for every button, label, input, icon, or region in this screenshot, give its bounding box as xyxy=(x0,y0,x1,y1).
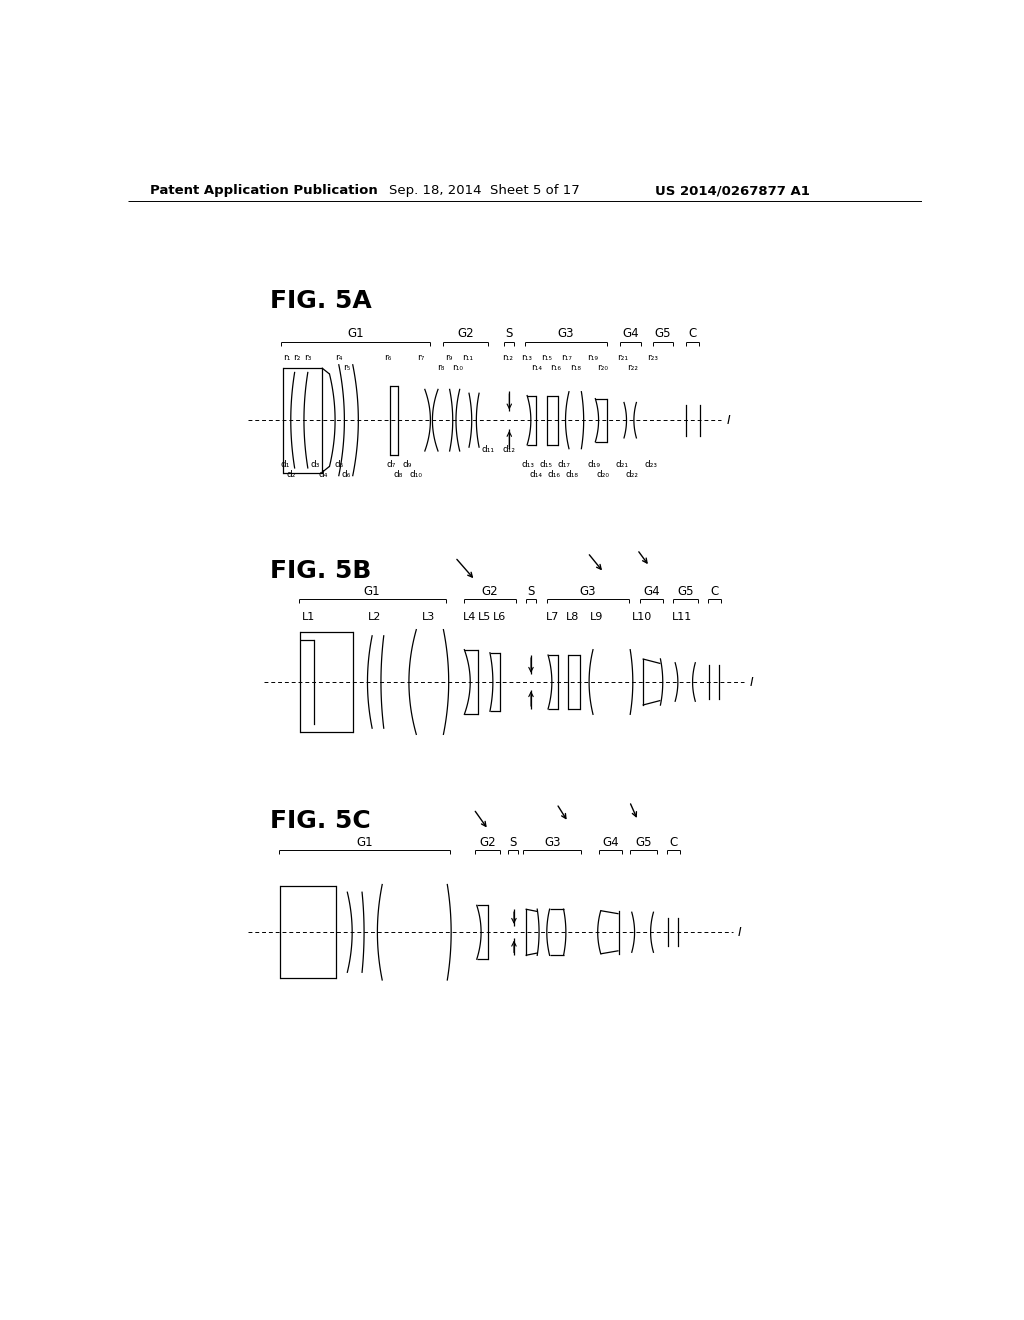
Text: L9: L9 xyxy=(590,612,603,622)
Text: r₄: r₄ xyxy=(335,354,342,362)
Text: L5: L5 xyxy=(478,612,492,622)
Text: d₁₃: d₁₃ xyxy=(521,461,535,470)
Text: US 2014/0267877 A1: US 2014/0267877 A1 xyxy=(655,185,810,197)
Text: G4: G4 xyxy=(623,327,639,341)
Text: G1: G1 xyxy=(356,836,373,849)
Text: G5: G5 xyxy=(654,327,671,341)
Text: L2: L2 xyxy=(368,612,381,622)
Text: G5: G5 xyxy=(635,836,651,849)
Text: d₂₂: d₂₂ xyxy=(626,470,638,479)
Text: S: S xyxy=(509,836,516,849)
Text: d₂: d₂ xyxy=(286,470,296,479)
Text: L1: L1 xyxy=(302,612,315,622)
Text: Sep. 18, 2014  Sheet 5 of 17: Sep. 18, 2014 Sheet 5 of 17 xyxy=(389,185,580,197)
Text: d₁: d₁ xyxy=(281,461,290,470)
Text: G1: G1 xyxy=(364,585,381,598)
Text: r₁: r₁ xyxy=(284,354,291,362)
Text: G4: G4 xyxy=(643,585,659,598)
Text: FIG. 5B: FIG. 5B xyxy=(270,560,372,583)
Text: r₁₆: r₁₆ xyxy=(550,363,561,371)
Text: r₇: r₇ xyxy=(417,354,425,362)
Text: r₆: r₆ xyxy=(384,354,391,362)
Text: r₂₂: r₂₂ xyxy=(627,363,638,371)
Text: L10: L10 xyxy=(632,612,652,622)
Text: G2: G2 xyxy=(479,836,496,849)
Text: r₂₁: r₂₁ xyxy=(616,354,628,362)
Text: d₄: d₄ xyxy=(318,470,328,479)
Text: L7: L7 xyxy=(546,612,559,622)
Text: d₈: d₈ xyxy=(394,470,403,479)
Text: d₂₁: d₂₁ xyxy=(616,461,629,470)
Text: r₂: r₂ xyxy=(293,354,301,362)
Text: d₂₀: d₂₀ xyxy=(597,470,609,479)
Text: G2: G2 xyxy=(481,585,499,598)
Text: r₃: r₃ xyxy=(304,354,311,362)
Text: r₁₅: r₁₅ xyxy=(541,354,552,362)
Text: r₁₉: r₁₉ xyxy=(588,354,598,362)
Text: C: C xyxy=(669,836,677,849)
Text: L6: L6 xyxy=(494,612,507,622)
Text: G4: G4 xyxy=(602,836,618,849)
Text: FIG. 5A: FIG. 5A xyxy=(270,289,372,313)
Text: d₃: d₃ xyxy=(311,461,321,470)
Text: r₂₃: r₂₃ xyxy=(647,354,658,362)
Text: d₁₄: d₁₄ xyxy=(530,470,543,479)
Text: d₁₂: d₁₂ xyxy=(502,445,515,454)
Text: G5: G5 xyxy=(677,585,693,598)
Text: G2: G2 xyxy=(458,327,474,341)
Text: d₁₈: d₁₈ xyxy=(565,470,579,479)
Text: C: C xyxy=(711,585,719,598)
Text: S: S xyxy=(505,327,513,341)
Text: r₁₁: r₁₁ xyxy=(462,354,473,362)
Text: G1: G1 xyxy=(347,327,365,341)
Text: r₁₂: r₁₂ xyxy=(502,354,513,362)
Text: r₁₄: r₁₄ xyxy=(530,363,542,371)
Text: d₅: d₅ xyxy=(335,461,344,470)
Text: d₁₁: d₁₁ xyxy=(481,445,495,454)
Text: d₁₅: d₁₅ xyxy=(540,461,553,470)
Text: r₉: r₉ xyxy=(445,354,453,362)
Text: r₁₃: r₁₃ xyxy=(521,354,531,362)
Text: d₁₆: d₁₆ xyxy=(548,470,561,479)
Text: d₁₉: d₁₉ xyxy=(588,461,600,470)
Text: r₁₇: r₁₇ xyxy=(561,354,572,362)
Text: d₇: d₇ xyxy=(387,461,396,470)
Text: L11: L11 xyxy=(672,612,692,622)
Text: FIG. 5C: FIG. 5C xyxy=(270,809,371,833)
Text: L8: L8 xyxy=(565,612,579,622)
Text: G3: G3 xyxy=(544,836,560,849)
Text: L4: L4 xyxy=(463,612,476,622)
Text: C: C xyxy=(688,327,696,341)
Text: r₅: r₅ xyxy=(343,363,350,371)
Text: r₂₀: r₂₀ xyxy=(598,363,608,371)
Text: G3: G3 xyxy=(580,585,596,598)
Text: L3: L3 xyxy=(422,612,435,622)
Text: r₁₀: r₁₀ xyxy=(452,363,463,371)
Text: r₁₈: r₁₈ xyxy=(570,363,582,371)
Text: Patent Application Publication: Patent Application Publication xyxy=(150,185,378,197)
Text: I: I xyxy=(750,676,754,689)
Text: I: I xyxy=(738,925,741,939)
Text: d₁₀: d₁₀ xyxy=(410,470,423,479)
Text: d₂₃: d₂₃ xyxy=(645,461,657,470)
Text: d₆: d₆ xyxy=(342,470,351,479)
Text: d₉: d₉ xyxy=(402,461,412,470)
Text: I: I xyxy=(726,413,730,426)
Text: S: S xyxy=(527,585,535,598)
Text: G3: G3 xyxy=(558,327,574,341)
Text: d₁₇: d₁₇ xyxy=(558,461,570,470)
Text: r₈: r₈ xyxy=(437,363,444,371)
